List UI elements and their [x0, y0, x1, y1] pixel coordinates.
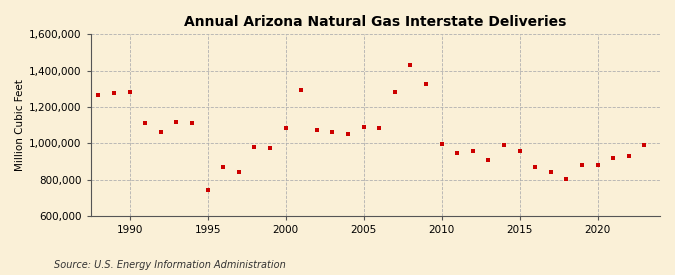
- Point: [187, 120, 198, 125]
- Point: [155, 130, 166, 134]
- Point: [483, 158, 494, 162]
- Point: [171, 119, 182, 124]
- Point: [202, 188, 213, 192]
- Point: [327, 130, 338, 134]
- Point: [561, 177, 572, 181]
- Point: [343, 132, 354, 137]
- Point: [311, 128, 322, 132]
- Point: [109, 91, 119, 96]
- Point: [514, 148, 525, 153]
- Point: [124, 89, 135, 94]
- Point: [358, 125, 369, 129]
- Point: [467, 148, 478, 153]
- Point: [93, 92, 104, 97]
- Point: [639, 143, 650, 147]
- Point: [576, 163, 587, 167]
- Point: [421, 82, 431, 87]
- Point: [389, 89, 400, 94]
- Title: Annual Arizona Natural Gas Interstate Deliveries: Annual Arizona Natural Gas Interstate De…: [184, 15, 566, 29]
- Point: [608, 156, 618, 160]
- Point: [499, 143, 510, 147]
- Point: [234, 169, 244, 174]
- Y-axis label: Million Cubic Feet: Million Cubic Feet: [15, 79, 25, 171]
- Point: [436, 142, 447, 147]
- Point: [280, 126, 291, 130]
- Point: [265, 146, 275, 150]
- Point: [530, 165, 541, 169]
- Point: [624, 154, 634, 158]
- Point: [405, 63, 416, 67]
- Point: [218, 165, 229, 169]
- Point: [545, 169, 556, 174]
- Point: [249, 145, 260, 149]
- Point: [140, 121, 151, 126]
- Point: [296, 88, 306, 92]
- Point: [452, 151, 462, 156]
- Point: [374, 126, 385, 130]
- Text: Source: U.S. Energy Information Administration: Source: U.S. Energy Information Administ…: [54, 260, 286, 270]
- Point: [592, 163, 603, 167]
